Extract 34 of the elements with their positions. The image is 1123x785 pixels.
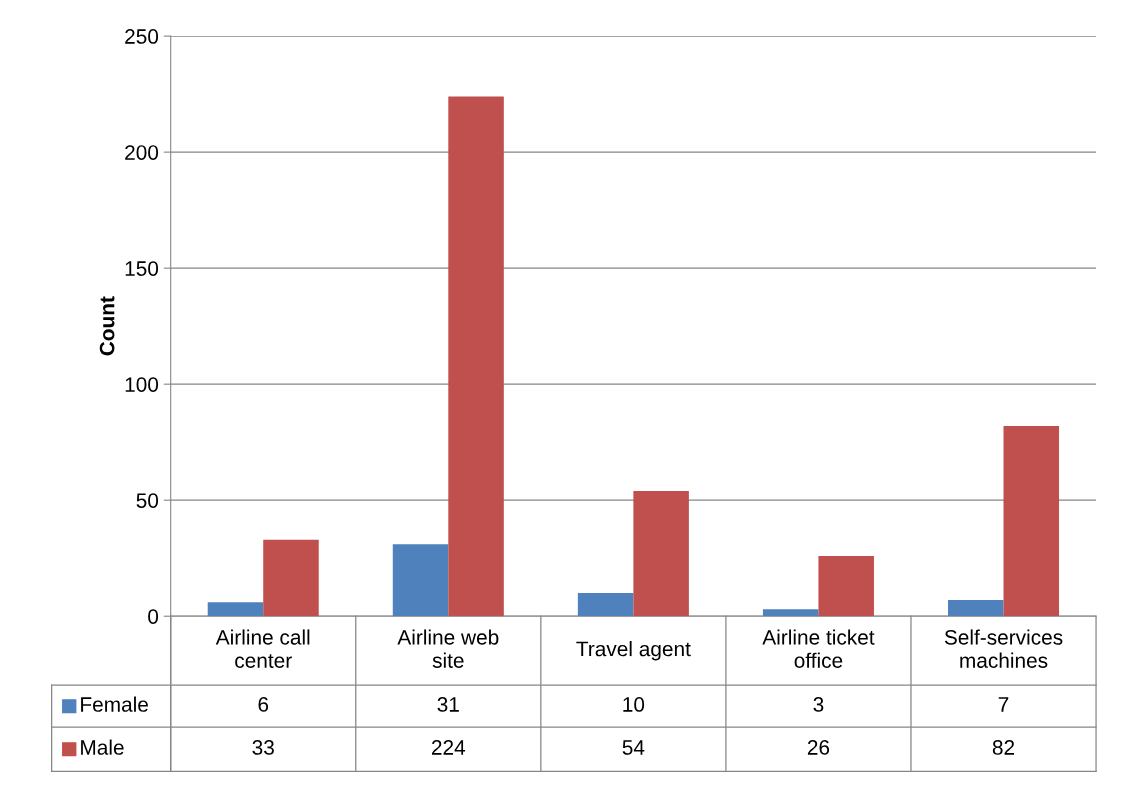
data-label: 33 <box>252 740 274 755</box>
data-label: 26 <box>807 740 830 755</box>
data-label: 7 <box>998 697 1009 712</box>
data-label: 82 <box>992 740 1015 755</box>
y-axis-title: Count <box>99 296 115 356</box>
x-tick-label: Self-services machines <box>944 629 1063 668</box>
bar <box>947 599 1004 617</box>
bar <box>762 609 819 617</box>
data-label: 3 <box>813 697 824 712</box>
data-label: 31 <box>437 697 459 712</box>
x-tick-label: Airline ticket office <box>762 629 875 668</box>
data-label: 224 <box>431 740 466 755</box>
x-tick-label: Airline call center <box>215 629 310 668</box>
y-tick-label: 250 <box>125 29 159 44</box>
bar <box>818 555 874 617</box>
y-tick-label: 0 <box>148 609 159 624</box>
bar <box>1003 425 1060 617</box>
y-tick-label: 200 <box>125 145 159 160</box>
bar <box>448 96 504 617</box>
data-label: 6 <box>258 697 269 712</box>
y-tick-label: 150 <box>125 261 159 276</box>
data-label: 54 <box>622 740 645 755</box>
bar <box>577 593 634 617</box>
x-tick-label: Airline web site <box>397 629 499 668</box>
bar <box>263 539 319 617</box>
y-tick-label: 50 <box>136 493 159 508</box>
bar <box>633 490 689 617</box>
x-tick-label: Travel agent <box>576 641 691 661</box>
data-label: 10 <box>623 697 645 712</box>
legend-label: Male <box>81 739 124 755</box>
bar <box>392 544 449 617</box>
bar <box>207 602 264 617</box>
y-tick-label: 100 <box>125 377 159 392</box>
legend-label: Female <box>81 696 148 712</box>
